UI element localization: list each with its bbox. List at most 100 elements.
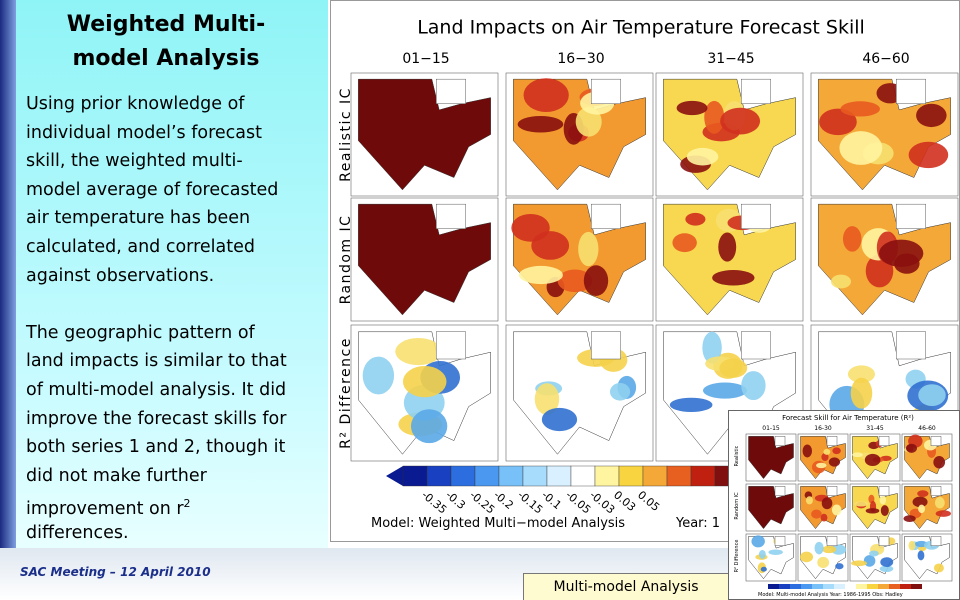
line-text: improvement on r xyxy=(26,499,184,520)
lakes xyxy=(436,78,466,104)
contour-blob xyxy=(865,508,880,514)
colorbar-cell xyxy=(450,465,476,487)
contour-blob xyxy=(534,383,560,415)
colorbar-cell xyxy=(642,465,668,487)
lakes xyxy=(896,331,926,360)
contour-blob xyxy=(672,233,697,253)
contour-blob xyxy=(669,397,713,412)
contour-blob xyxy=(720,107,761,135)
body-line: improvement on r2 xyxy=(26,490,326,519)
accent-bar xyxy=(0,0,16,548)
inset-colorbar-cell xyxy=(911,584,922,589)
contour-blob xyxy=(799,551,814,563)
inset-row: R² Difference xyxy=(734,540,740,573)
contour-blob xyxy=(908,540,916,551)
colorbar-tip xyxy=(386,466,403,486)
line-text: Using prior knowledge of xyxy=(26,94,245,114)
lakes xyxy=(591,78,621,104)
body-line: skill, the weighted multi- xyxy=(26,147,326,176)
lakes xyxy=(826,486,838,496)
colorbar-label: -0.03 xyxy=(587,488,617,516)
row-label: Random IC xyxy=(338,215,354,305)
contour-blob xyxy=(517,115,564,133)
contour-blob xyxy=(839,131,883,165)
line-text: individual model’s forecast xyxy=(26,122,262,143)
inset-colorbar-cell xyxy=(834,584,845,589)
panel-body: Using prior knowledge of individual model… xyxy=(26,90,326,548)
contour-blob xyxy=(916,103,947,128)
contour-blob xyxy=(814,541,824,555)
lakes xyxy=(591,331,621,360)
line-text: of multi-model analysis. It did xyxy=(26,379,287,400)
contour-blob xyxy=(578,231,599,267)
lakes xyxy=(591,203,621,229)
inset-colorbar-cell xyxy=(801,584,812,589)
inset-colorbar-cell xyxy=(823,584,834,589)
lakes xyxy=(826,436,838,446)
contour-blob xyxy=(854,501,868,507)
contour-blob xyxy=(741,371,766,401)
line-text: calculated, and correlated xyxy=(26,236,255,257)
colorbar-cell xyxy=(474,465,500,487)
line-text: improve the forecast skills for xyxy=(26,408,287,429)
contour-blob xyxy=(760,566,767,572)
colorbar-cell xyxy=(498,465,524,487)
body-line: against observations. xyxy=(26,262,326,291)
lakes xyxy=(741,78,771,104)
contour-blob xyxy=(686,147,719,166)
colorbar-cell xyxy=(426,465,452,487)
contour-blob xyxy=(704,100,725,134)
row-label: Realistic IC xyxy=(338,87,354,182)
contour-blob xyxy=(831,504,842,516)
inset-column: 31-45 xyxy=(866,425,884,432)
colorbar-label: 0.03 xyxy=(611,488,638,514)
inset-colorbar-cell xyxy=(878,584,889,589)
body-line: calculated, and correlated xyxy=(26,233,326,262)
contour-blob xyxy=(718,232,737,262)
contour-blob xyxy=(840,101,880,117)
contour-blob xyxy=(802,444,813,458)
inset-row: Random IC xyxy=(734,492,740,520)
contour-blob xyxy=(906,443,917,453)
contour-blob xyxy=(541,407,578,432)
contour-blob xyxy=(702,382,748,399)
contour-blob xyxy=(751,535,765,548)
colorbar-label: -0.35 xyxy=(419,488,449,516)
inset-colorbar-cell xyxy=(845,584,856,589)
title-line: Weighted Multi- xyxy=(66,12,266,37)
figure-title: Land Impacts on Air Temperature Forecast… xyxy=(417,17,865,39)
body-line xyxy=(26,290,326,319)
row-label: R² Difference xyxy=(338,337,354,449)
colorbar-cell xyxy=(594,465,620,487)
contour-blob xyxy=(935,510,951,517)
contour-blob xyxy=(758,549,766,559)
inset-title: Forecast Skill for Air Temperature (R²) xyxy=(782,414,914,422)
contour-blob xyxy=(912,496,928,508)
inset-colorbar-cell xyxy=(889,584,900,589)
land xyxy=(358,78,491,191)
contour-blob xyxy=(880,557,894,567)
contour-blob xyxy=(817,556,830,569)
colorbar-cell xyxy=(522,465,548,487)
lakes xyxy=(878,536,890,546)
section-tab[interactable]: Multi-model Analysis xyxy=(523,573,729,600)
superscript: 2 xyxy=(183,497,191,511)
inset-colorbar-cell xyxy=(856,584,867,589)
contour-blob xyxy=(821,453,829,462)
contour-blob xyxy=(823,448,831,455)
contour-blob xyxy=(903,515,916,523)
lakes xyxy=(826,536,838,546)
colorbar-cell xyxy=(666,465,692,487)
panel-title: Weighted Multi- model Analysis xyxy=(16,8,316,76)
contour-blob xyxy=(768,549,783,555)
colorbar-label: -0.25 xyxy=(467,488,497,516)
inset-colorbar-cell xyxy=(779,584,790,589)
colorbar-cell xyxy=(546,465,572,487)
body-line: land impacts is similar to that xyxy=(26,347,326,376)
contour-blob xyxy=(863,555,876,567)
body-line: The geographic pattern of xyxy=(26,319,326,348)
contour-blob xyxy=(518,265,563,285)
text-panel xyxy=(16,0,328,548)
line-text: land impacts is similar to that xyxy=(26,351,287,372)
